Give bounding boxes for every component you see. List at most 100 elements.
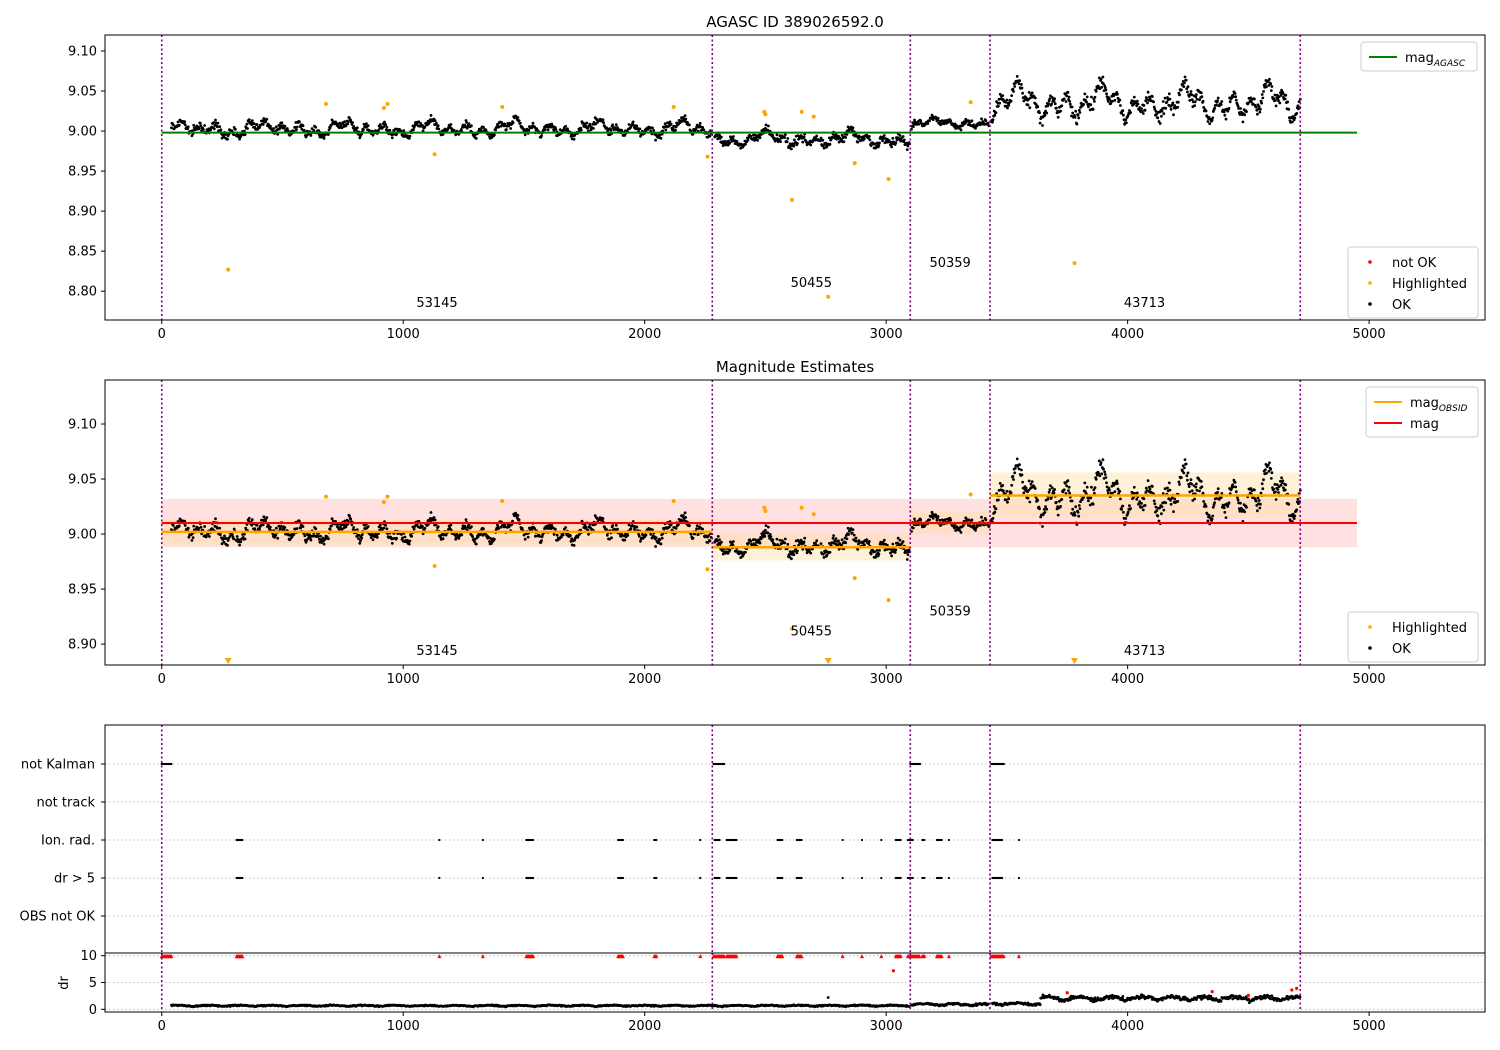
estimates-ok-point <box>199 525 203 529</box>
estimates-ytick-label: 8.95 <box>68 583 97 598</box>
estimates-ok-point <box>1183 458 1187 461</box>
agasc-ok-point <box>1027 91 1031 94</box>
agasc-ok-point <box>627 123 631 126</box>
estimates-ok-point <box>348 514 351 518</box>
agasc-ok-point <box>851 126 855 130</box>
flag-point <box>800 876 803 880</box>
agasc-ok-point <box>856 140 860 144</box>
estimates-ok-point <box>1044 505 1047 509</box>
agasc-ok-point <box>497 125 500 129</box>
estimates-ok-point <box>1200 485 1204 489</box>
agasc-ok-point <box>828 142 832 146</box>
agasc-ok-point <box>1043 113 1047 117</box>
agasc-ok-point <box>928 119 931 123</box>
estimates-ok-point <box>1140 505 1144 509</box>
agasc-ok-point <box>747 136 750 140</box>
estimates-ok-point <box>769 535 773 539</box>
estimates-highlighted-point <box>705 567 710 572</box>
estimates-ok-point <box>1253 488 1256 492</box>
estimates-ok-point <box>1258 506 1262 510</box>
estimates-ok-point <box>654 545 657 548</box>
agasc-ok-point <box>1124 118 1128 122</box>
agasc-ok-point <box>894 141 898 145</box>
estimates-ok-point <box>360 536 363 540</box>
agasc-ok-point <box>1223 113 1227 117</box>
estimates-ok-point <box>1238 509 1242 513</box>
estimates-ok-point <box>1018 463 1021 466</box>
estimates-ok-point <box>891 542 895 546</box>
estimates-ok-point <box>1102 467 1105 471</box>
agasc-ok-point <box>1274 104 1278 108</box>
agasc-ok-point <box>1082 103 1085 106</box>
estimates-ok-point <box>852 533 856 537</box>
estimates-ok-point <box>783 537 787 541</box>
agasc-ok-point <box>1186 90 1189 94</box>
estimates-ok-point <box>357 537 360 540</box>
agasc-ok-point <box>663 122 667 125</box>
agasc-highlighted-point <box>789 197 794 202</box>
agasc-ok-point <box>1195 97 1199 101</box>
estimates-ok-point <box>1215 497 1218 500</box>
agasc-ok-point <box>790 147 793 151</box>
agasc-ok-point <box>825 144 829 148</box>
agasc-ok-point <box>771 133 775 137</box>
estimates-ok-point <box>1153 502 1157 506</box>
agasc-ok-point <box>564 124 567 128</box>
estimates-ok-point <box>1163 487 1167 491</box>
agasc-ok-point <box>280 121 284 125</box>
estimates-ok-point <box>993 510 997 514</box>
estimates-ok-point <box>292 532 296 536</box>
agasc-ok-point <box>1090 95 1093 99</box>
estimates-ok-point <box>845 537 849 541</box>
agasc-ok-point <box>177 123 181 127</box>
estimates-ok-point <box>815 539 819 543</box>
estimates-ok-point <box>1206 519 1210 523</box>
estimates-ok-point <box>802 540 806 544</box>
agasc-ok-point <box>796 142 799 145</box>
estimates-ok-point <box>1169 502 1173 506</box>
estimates-ok-point <box>831 536 835 540</box>
agasc-ok-point <box>605 126 609 130</box>
estimates-ok-point <box>1231 485 1235 489</box>
estimates-ok-point <box>1156 514 1160 518</box>
estimates-ok-point <box>278 527 282 531</box>
estimates-ok-point <box>1120 508 1123 511</box>
flag-point <box>718 838 721 842</box>
estimates-ok-point <box>994 507 998 511</box>
agasc-ok-point <box>1273 93 1277 97</box>
agasc-upper-legend <box>1360 41 1478 72</box>
agasc-ok-point <box>203 124 207 127</box>
estimates-ok-point <box>371 538 375 542</box>
estimates-ok-point <box>1132 485 1136 489</box>
agasc-ok-point <box>1151 95 1154 98</box>
agasc-ok-point <box>1160 114 1163 118</box>
agasc-lower-legend <box>1347 246 1479 319</box>
agasc-ok-point <box>1143 108 1147 112</box>
estimates-ok-point <box>1190 482 1193 486</box>
estimates-ok-point <box>1259 491 1263 495</box>
estimates-ok-point <box>1043 511 1047 514</box>
estimates-ok-point <box>1224 516 1228 519</box>
estimates-ok-point <box>869 552 873 556</box>
agasc-ok-point <box>328 126 332 130</box>
estimates-ok-point <box>1001 489 1005 492</box>
flag-row-label: not Kalman <box>21 758 95 773</box>
estimates-ok-point <box>1216 490 1219 494</box>
estimates-ok-point <box>1245 506 1248 509</box>
agasc-ok-point <box>1076 113 1080 117</box>
agasc-ok-point <box>255 123 259 126</box>
agasc-ok-point <box>1073 115 1077 119</box>
estimates-ok-point <box>401 536 404 540</box>
estimates-ok-point <box>264 519 267 523</box>
agasc-ok-point <box>616 126 619 129</box>
estimates-ok-point <box>1141 508 1145 512</box>
agasc-ok-point <box>1296 104 1300 108</box>
agasc-ok-point <box>218 125 222 129</box>
agasc-ok-point <box>1213 106 1216 110</box>
flag-point <box>655 876 658 880</box>
agasc-ok-point <box>638 127 642 131</box>
estimates-ok-point <box>337 527 341 531</box>
agasc-ok-point <box>1121 109 1125 113</box>
estimates-ok-point <box>322 542 326 546</box>
